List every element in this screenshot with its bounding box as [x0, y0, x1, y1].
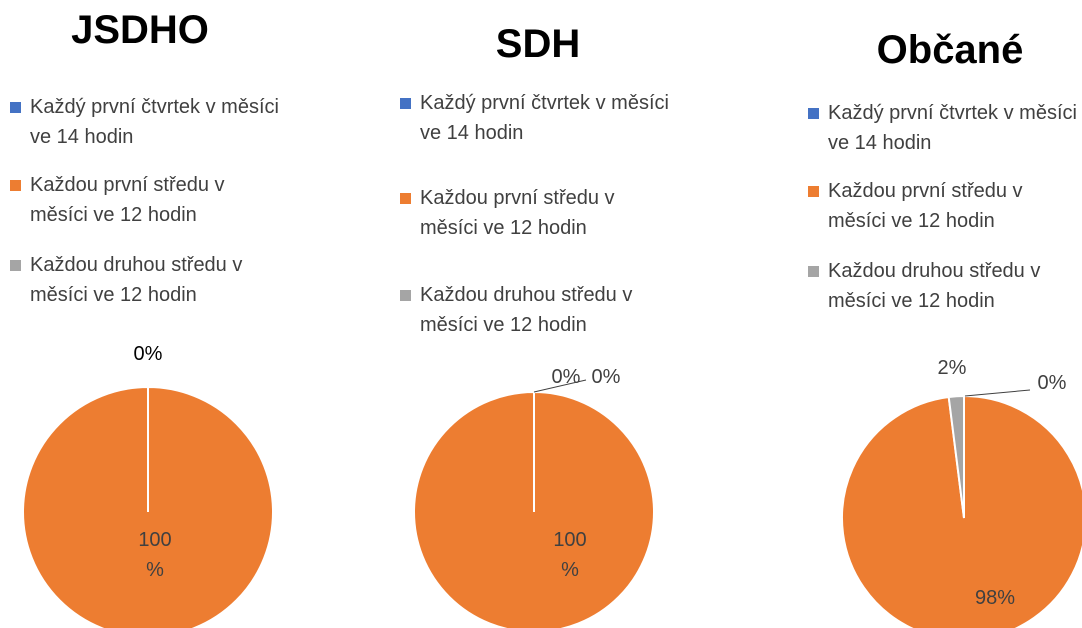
legend-swatch: [400, 193, 411, 204]
data-label: 100 %: [553, 529, 587, 581]
legend-label: Každou druhou středu v měsíci ve 12 hodi…: [30, 254, 243, 306]
chart-title: SDH: [495, 22, 581, 66]
legend-label: Každou druhou středu v měsíci ve 12 hodi…: [828, 260, 1041, 312]
pie-slice: [841, 394, 1082, 628]
data-label: 0%: [591, 366, 621, 388]
legend-item: Každou druhou středu v měsíci ve 12 hodi…: [808, 256, 1078, 316]
data-label: 2%: [937, 357, 967, 379]
legend-swatch: [808, 186, 819, 197]
legend-item: Každou první středu v měsíci ve 12 hodin: [808, 176, 1078, 236]
legend-item: Každý první čtvrtek v měsíci ve 14 hodin: [10, 92, 280, 152]
legend-label: Každý první čtvrtek v měsíci ve 14 hodin: [30, 96, 279, 148]
legend-swatch: [400, 290, 411, 301]
legend-label: Každý první čtvrtek v měsíci ve 14 hodin: [420, 92, 669, 144]
legend-item: Každou druhou středu v měsíci ve 12 hodi…: [400, 280, 670, 340]
legend-swatch: [10, 180, 21, 191]
pie-slice: [947, 394, 965, 519]
legend-swatch: [808, 266, 819, 277]
data-label: 100 %: [138, 529, 172, 581]
data-label: 0%: [1037, 372, 1067, 394]
legend-swatch: [10, 260, 21, 271]
chart-title: Občané: [876, 28, 1024, 72]
data-label: 98%: [974, 587, 1016, 609]
legend-label: Každou první středu v měsíci ve 12 hodin: [828, 180, 1023, 232]
data-label: 0%: [133, 343, 163, 365]
legend-item: Každý první čtvrtek v měsíci ve 14 hodin: [400, 88, 670, 148]
legend-swatch: [400, 98, 411, 109]
legend-label: Každou druhou středu v měsíci ve 12 hodi…: [420, 284, 633, 336]
chart-title: JSDHO: [71, 8, 209, 52]
leader-line: [533, 379, 587, 393]
legend-item: Každý první čtvrtek v měsíci ve 14 hodin: [808, 98, 1078, 158]
legend-item: Každou první středu v měsíci ve 12 hodin: [400, 183, 670, 243]
legend-swatch: [808, 108, 819, 119]
data-label: 0%: [551, 366, 581, 388]
legend-label: Každý první čtvrtek v měsíci ve 14 hodin: [828, 102, 1077, 154]
legend-label: Každou první středu v měsíci ve 12 hodin: [420, 187, 615, 239]
legend-label: Každou první středu v měsíci ve 12 hodin: [30, 174, 225, 226]
legend-swatch: [10, 102, 21, 113]
legend-item: Každou první středu v měsíci ve 12 hodin: [10, 170, 280, 230]
legend-item: Každou druhou středu v měsíci ve 12 hodi…: [10, 250, 280, 310]
leader-line: [964, 389, 1031, 397]
